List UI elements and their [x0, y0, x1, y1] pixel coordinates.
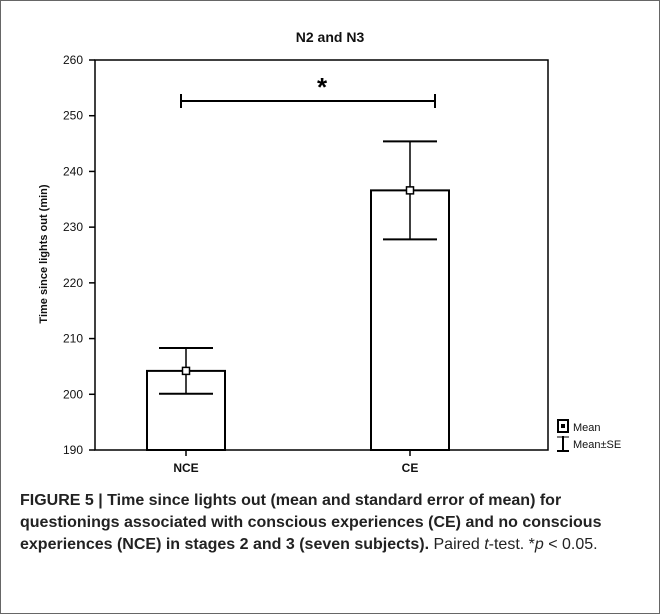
x-tick-label-nce: NCE — [173, 461, 198, 475]
y-tick-label: 230 — [63, 220, 83, 234]
y-tick-label: 200 — [63, 387, 83, 401]
y-tick-label: 260 — [63, 53, 83, 67]
y-axis-ticks: 190 200 210 220 230 240 250 260 — [63, 53, 95, 457]
caption-text-1: Paired — [429, 536, 485, 553]
caption-text-3: < 0.05. — [543, 536, 598, 553]
caption-t: t — [484, 536, 489, 553]
y-tick-label: 250 — [63, 109, 83, 123]
y-axis-label: Time since lights out (min) — [38, 184, 50, 323]
legend-se-whisker — [557, 436, 569, 452]
significance-star: * — [317, 72, 328, 102]
significance-bracket: * — [180, 72, 436, 108]
x-tick-label-ce: CE — [402, 461, 419, 475]
error-bars-group — [159, 140, 437, 395]
figure-caption: FIGURE 5 | Time since lights out (mean a… — [20, 490, 644, 556]
caption-p: p — [534, 536, 544, 553]
caption-text-2: -test. * — [488, 536, 535, 553]
y-tick-label: 190 — [63, 443, 83, 457]
x-axis-labels: NCE CE — [173, 450, 418, 475]
mean-marker-nce — [181, 366, 191, 376]
caption-bold: FIGURE 5 | Time since lights out (mean a… — [20, 492, 602, 553]
legend: Mean Mean±SE — [557, 419, 621, 452]
bar-chart: N2 and N3 Time since lights out (min) 19… — [38, 29, 621, 475]
legend-se-label: Mean±SE — [573, 439, 621, 451]
bars-group — [146, 189, 450, 451]
y-tick-label: 240 — [63, 164, 83, 178]
mean-marker-ce — [405, 186, 415, 195]
chart-title: N2 and N3 — [296, 29, 365, 45]
legend-mean-marker — [557, 419, 569, 433]
y-tick-label: 220 — [63, 276, 83, 290]
plot-area-frame — [94, 59, 549, 451]
legend-mean-label: Mean — [573, 422, 601, 434]
y-tick-label: 210 — [63, 332, 83, 346]
